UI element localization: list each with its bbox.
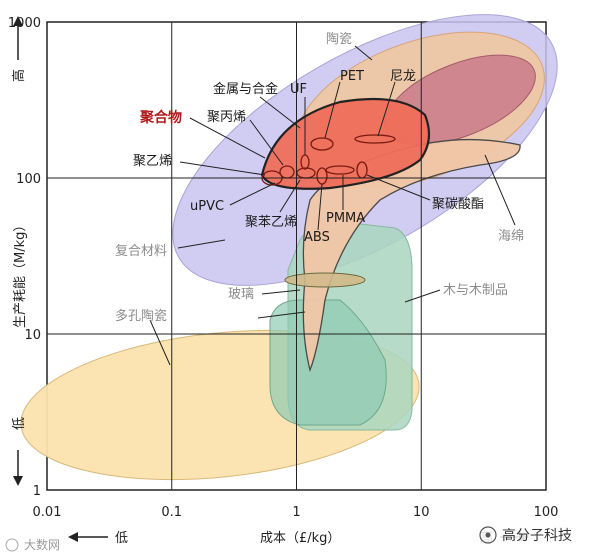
gridlines [47,22,546,490]
x-tick-labels: 0.01 0.1 1 10 100 [33,505,559,520]
watermark-right-icon-dot [485,532,491,538]
x-tick-label: 100 [534,505,559,520]
x-tick-label: 10 [413,505,430,520]
label-ps: 聚苯乙烯 [245,215,297,230]
leader-pet [324,81,341,139]
label-glass: 玻璃 [228,287,254,302]
leader-glass [261,289,301,295]
x-axis-title: 成本（£/kg） [260,531,340,546]
y-tick-label: 1 [33,484,41,499]
region-glass [269,299,387,426]
leader-wood [404,289,441,303]
watermark-left: 大数网 [5,537,60,552]
label-pet: PET [340,69,364,84]
label-pp: 聚丙烯 [207,110,246,125]
x-low-arrowhead [68,532,78,542]
y-tick-label: 1000 [8,16,41,31]
y-axis-title: 生产耗能（M/kg） [13,219,28,328]
y-tick-label: 100 [16,172,41,187]
label-composites: 复合材料 [115,244,167,259]
watermark-right-text: 高分子科技 [502,527,572,544]
leader-nylon [377,81,396,137]
watermark-right-icon [479,526,497,544]
y-low-label: 低 [12,417,27,430]
y-high-arrowhead [13,16,23,26]
x-tick-label: 1 [292,505,300,520]
label-pmma: PMMA [326,211,365,226]
region-polymers [260,97,431,190]
label-wood: 木与木制品 [443,283,508,298]
label-metals: 金属与合金 [213,81,278,97]
leader-composites [177,239,226,249]
watermark-right: 高分子科技 [470,522,598,548]
labels: 陶瓷 PET 尼龙 金属与合金 UF 聚合物 聚丙烯 聚乙烯 uPVC 聚碳酸酯… [115,31,524,324]
watermark-left-text: 大数网 [24,537,60,552]
y-low-arrowhead [13,476,23,486]
regions [20,14,558,481]
blob-pmma [325,165,355,175]
leader-pc [366,174,431,201]
label-upvc: uPVC [190,199,224,214]
x-low-label: 低 [115,531,128,546]
label-pe: 聚乙烯 [133,154,172,169]
label-ceramics: 陶瓷 [326,31,352,47]
label-uf: UF [290,82,307,97]
blob-nylon [354,134,396,144]
leader-rubber [257,311,306,319]
label-polymers: 聚合物 [139,109,182,126]
leader-ps [279,179,301,213]
leader-pe [179,161,266,176]
x-tick-label: 0.01 [33,505,62,520]
y-tick-label: 10 [24,328,41,343]
label-foams: 海绵 [498,229,524,244]
label-nylon: 尼龙 [390,69,416,84]
y-axis-decor: 高 生产耗能（M/kg） 低 [11,16,28,486]
leader-pp [249,119,284,166]
leader-metals [259,96,301,129]
x-tick-label: 0.1 [161,505,182,520]
leader-polymers [189,117,266,159]
leader-lines [149,45,516,366]
label-pc: 聚碳酸酯 [432,197,484,212]
leader-upvc [229,182,276,206]
y-high-label: 高 [11,69,27,82]
blob-pet [310,137,334,151]
label-porous-ceramics: 多孔陶瓷 [115,308,167,324]
region-elastomers [302,138,521,373]
region-elastomer-band [284,272,366,288]
leader-foams [484,154,516,226]
watermark-left-icon [5,538,19,552]
label-abs: ABS [304,230,330,245]
leader-abs [317,183,323,231]
leader-porous [149,319,171,366]
watermark-right-bg [470,522,598,548]
x-axis-decor: 低 成本（£/kg） 高 [68,530,529,546]
leader-ceramics [354,45,373,61]
